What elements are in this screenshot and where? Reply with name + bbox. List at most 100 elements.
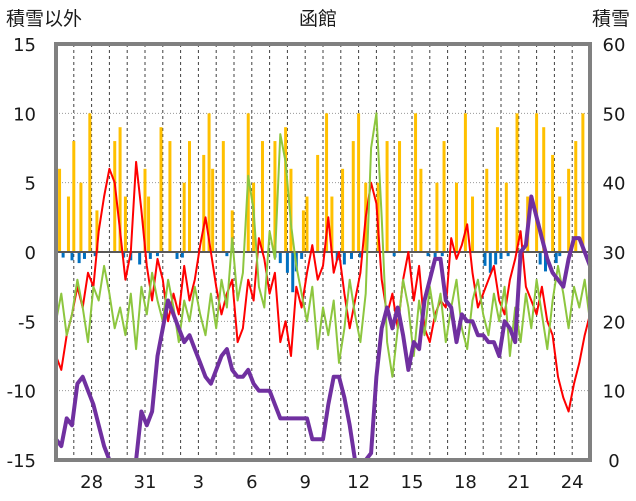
precip-bar <box>278 252 282 264</box>
snowfall-bar <box>72 141 76 252</box>
snowfall-bar <box>542 127 546 252</box>
snowfall-bar <box>414 113 418 252</box>
snowfall-bar <box>398 141 402 252</box>
y-right-tick-label: 10 <box>603 382 626 403</box>
precip-bar <box>70 252 74 261</box>
snowfall-bar <box>147 196 151 252</box>
snowfall-bar <box>535 113 539 252</box>
snowfall-bar <box>419 168 423 252</box>
y-right-tick-label: 0 <box>608 451 619 472</box>
snowfall-bar <box>182 182 186 252</box>
precip-bar <box>538 252 542 265</box>
snowfall-bar <box>202 154 206 252</box>
y-left-tick-label: -15 <box>7 451 36 472</box>
snowfall-bar <box>485 168 489 252</box>
snowfall-bar <box>504 182 508 252</box>
x-tick-label: 18 <box>454 472 477 493</box>
precip-bar <box>558 252 562 257</box>
x-tick-label: 31 <box>134 472 157 493</box>
x-tick-label: 28 <box>80 472 103 493</box>
snowfall-bar <box>58 168 62 252</box>
snowfall-bar <box>357 113 361 252</box>
snowfall-bar <box>330 196 334 252</box>
snowfall-bar <box>551 154 555 252</box>
precip-bar <box>180 252 184 258</box>
y-left-tick-label: 5 <box>25 174 36 195</box>
snowfall-bar <box>168 141 172 252</box>
x-tick-label: 24 <box>561 472 584 493</box>
precip-bar <box>433 252 437 259</box>
precip-bar <box>349 252 353 259</box>
series-snow-depth-line <box>54 194 592 462</box>
snowfall-bar <box>221 141 225 252</box>
snowfall-bar <box>123 196 127 252</box>
snowfall-bar <box>207 113 211 252</box>
snowfall-bar <box>325 113 329 252</box>
precip-bar <box>544 252 547 272</box>
precip-bar <box>225 252 229 257</box>
snowfall-bar <box>159 127 163 252</box>
series-lines <box>54 112 592 462</box>
precip-bar <box>494 252 498 265</box>
snowfall-bar <box>113 141 117 252</box>
snowfall-bar <box>471 196 475 252</box>
snowfall-bar <box>230 210 234 252</box>
precip-bar <box>82 252 86 259</box>
precip-bar <box>300 252 304 259</box>
grid <box>56 44 590 460</box>
y-right-tick-label: 20 <box>603 312 626 333</box>
precip-bar <box>291 252 295 293</box>
snowfall-bar <box>455 182 458 252</box>
snowfall-bar <box>118 127 122 252</box>
snowfall-bar <box>495 127 499 252</box>
plot-frame <box>54 42 592 462</box>
y-left-tick-label: -10 <box>7 382 36 403</box>
snowfall-bar <box>574 141 578 252</box>
precip-bar <box>392 252 396 257</box>
precip-bar <box>488 252 492 273</box>
snowfall-bar <box>442 141 446 252</box>
precip-bar <box>77 252 81 264</box>
precip-bar <box>499 252 503 259</box>
y-right-ticks: 60 50 40 30 20 10 0 <box>603 35 626 472</box>
precip-bar <box>138 252 142 265</box>
snowfall-bar <box>351 141 355 252</box>
y-right-tick-label: 50 <box>603 104 626 125</box>
snowfall-bar <box>88 113 92 252</box>
x-tick-label: 6 <box>246 472 257 493</box>
precip-bar <box>506 252 510 257</box>
precip-bar <box>175 252 179 259</box>
y-left-ticks: 15 10 5 0 -5 -10 -15 <box>7 35 36 472</box>
y-right-axis-label: 積雪 <box>592 8 630 30</box>
precip-bar <box>483 252 487 266</box>
precip-bar <box>61 252 65 258</box>
snowfall-bar <box>188 141 191 252</box>
x-tick-label: 15 <box>401 472 424 493</box>
snowfall-bar <box>211 168 215 252</box>
precip-bar <box>93 252 97 257</box>
precip-bar <box>285 252 289 273</box>
precip-bar <box>155 252 159 257</box>
snowfall-bar <box>463 113 467 252</box>
precip-bar <box>440 252 444 257</box>
snowfall-bar <box>143 168 147 252</box>
x-tick-label: 9 <box>299 472 310 493</box>
chart-title: 函館 <box>299 8 337 30</box>
snowfall-bar <box>558 196 562 252</box>
y-left-tick-label: 10 <box>13 104 36 125</box>
snowfall-bar <box>316 154 320 252</box>
snowfall-bar <box>79 182 83 252</box>
x-tick-label: 21 <box>507 472 530 493</box>
series-wind-line <box>55 112 591 378</box>
snowfall-bar <box>95 210 99 252</box>
snowfall-bar <box>341 168 345 252</box>
y-right-tick-label: 30 <box>603 243 626 264</box>
x-tick-label: 3 <box>193 472 204 493</box>
snowfall-bar <box>305 196 309 252</box>
precip-bar <box>358 252 362 258</box>
y-right-tick-label: 40 <box>603 174 626 195</box>
y-left-axis-label: 積雪以外 <box>6 8 82 30</box>
precip-bar <box>148 252 152 259</box>
snowfall-bar <box>581 113 585 252</box>
